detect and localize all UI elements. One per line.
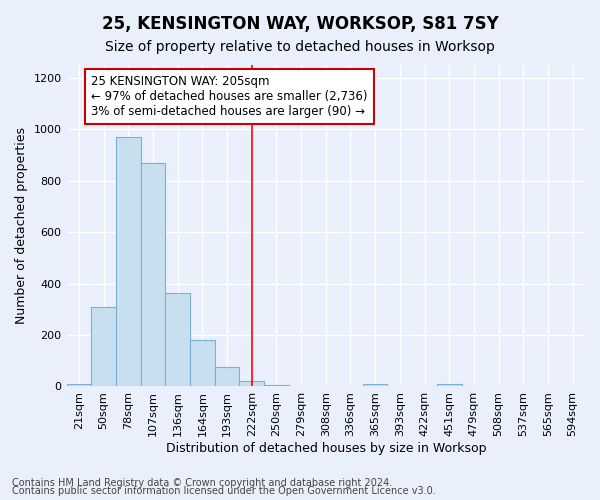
Bar: [165, 292, 190, 386]
Bar: [116, 137, 140, 386]
X-axis label: Distribution of detached houses by size in Worksop: Distribution of detached houses by size …: [166, 442, 486, 455]
Text: 25, KENSINGTON WAY, WORKSOP, S81 7SY: 25, KENSINGTON WAY, WORKSOP, S81 7SY: [101, 15, 499, 33]
Bar: [91, 306, 116, 386]
Text: Contains HM Land Registry data © Crown copyright and database right 2024.: Contains HM Land Registry data © Crown c…: [12, 478, 392, 488]
Bar: [239, 381, 264, 386]
Y-axis label: Number of detached properties: Number of detached properties: [15, 127, 28, 324]
Text: Contains public sector information licensed under the Open Government Licence v3: Contains public sector information licen…: [12, 486, 436, 496]
Bar: [190, 340, 215, 386]
Bar: [140, 162, 165, 386]
Bar: [67, 384, 91, 386]
Bar: [264, 385, 289, 386]
Text: Size of property relative to detached houses in Worksop: Size of property relative to detached ho…: [105, 40, 495, 54]
Bar: [363, 384, 388, 386]
Bar: [437, 384, 461, 386]
Text: 25 KENSINGTON WAY: 205sqm
← 97% of detached houses are smaller (2,736)
3% of sem: 25 KENSINGTON WAY: 205sqm ← 97% of detac…: [91, 76, 368, 118]
Bar: [215, 367, 239, 386]
